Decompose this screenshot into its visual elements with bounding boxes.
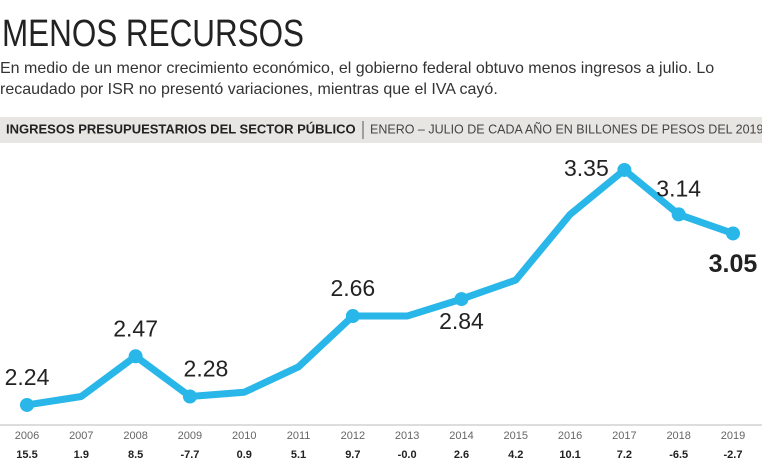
- growth-label: 0.9: [237, 449, 252, 461]
- growth-label: 5.1: [291, 449, 306, 461]
- x-tick-label: 2009: [178, 430, 202, 442]
- x-tick-label: 2018: [666, 430, 690, 442]
- growth-label: 8.5: [128, 449, 143, 461]
- growth-label: -7.7: [180, 449, 199, 461]
- value-label: 2.24: [5, 364, 50, 390]
- point: [182, 389, 197, 404]
- x-tick-label: 2010: [232, 430, 256, 442]
- band-subtitle: ENERO – JULIO DE CADA AÑO EN BILLONES DE…: [370, 122, 762, 136]
- band-title: INGRESOS PRESUPUESTARIOS DEL SECTOR PÚBL…: [6, 121, 356, 136]
- growth-label: 15.5: [16, 449, 37, 461]
- x-tick-label: 2006: [15, 430, 39, 442]
- value-label: 2.47: [113, 315, 158, 341]
- point: [617, 162, 632, 177]
- point: [128, 349, 143, 364]
- x-tick-label: 2011: [287, 430, 311, 442]
- growth-label: 7.2: [617, 449, 632, 461]
- growth-label: 10.1: [559, 449, 580, 461]
- point: [726, 226, 740, 241]
- value-label: 2.66: [330, 275, 375, 301]
- point: [20, 397, 34, 412]
- growth-label: 2.6: [454, 449, 469, 461]
- band: [0, 117, 762, 143]
- growth-label: -0.0: [398, 449, 417, 461]
- value-label: 3.35: [564, 155, 609, 181]
- x-tick-label: 2015: [504, 430, 528, 442]
- x-tick-label: 2017: [612, 430, 636, 442]
- chart-title: MENOS RECURSOS: [2, 13, 304, 55]
- growth-label: 4.2: [508, 449, 523, 461]
- x-tick-label: 2012: [341, 430, 365, 442]
- value-label: 3.05: [709, 250, 758, 278]
- value-label: 2.28: [184, 356, 229, 382]
- growth-label: 1.9: [74, 449, 89, 461]
- x-tick-label: 2014: [449, 430, 473, 442]
- point: [345, 309, 360, 324]
- value-label: 3.14: [656, 176, 701, 202]
- x-tick-label: 2019: [721, 430, 745, 442]
- x-tick-label: 2013: [395, 430, 419, 442]
- line: [23, 166, 737, 409]
- point: [671, 207, 686, 222]
- growth-label: -6.5: [669, 449, 688, 461]
- subtitle-box: En medio de un menor crecimiento económi…: [0, 60, 715, 98]
- growth-label: -2.7: [724, 449, 743, 461]
- x-tick-label: 2007: [69, 430, 93, 442]
- growth-label: 9.7: [345, 449, 360, 461]
- x-tick-label: 2016: [558, 430, 582, 442]
- subtitle: En medio de un menor crecimiento económi…: [0, 60, 715, 98]
- value-label: 2.84: [439, 308, 484, 334]
- x-tick-label: 2008: [123, 430, 147, 442]
- point: [454, 292, 469, 307]
